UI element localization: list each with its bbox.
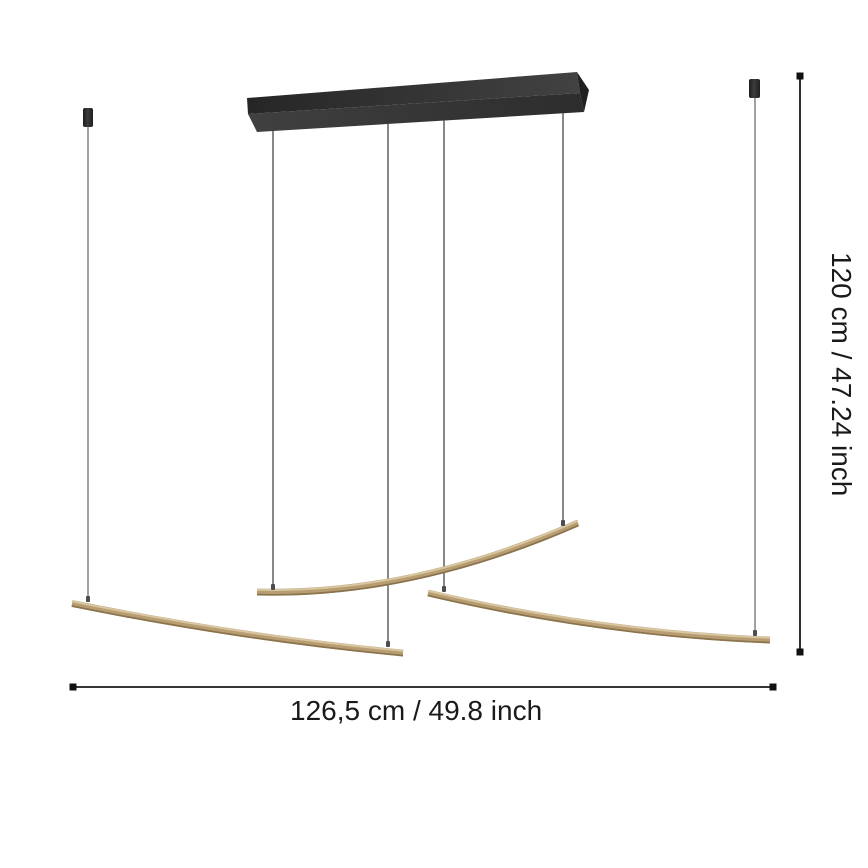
canopy-top-face [247,72,580,114]
dimension-end-square [69,683,77,691]
ceiling-grip-right [749,79,760,98]
connector-knobs [86,520,757,647]
ceiling-canopy [247,72,589,132]
bar-body [427,589,771,644]
dimension-end-square [796,648,804,656]
bar-body [256,519,580,596]
light-bar-middle [256,519,580,596]
bar-shadow [71,605,404,657]
bar-shadow [256,524,579,596]
dimension-end-square [796,72,804,80]
bar-body [71,600,404,657]
connector-knob [86,596,90,602]
canopy-end-cap [577,72,589,112]
bar-shadow [427,594,771,644]
bar-highlight [427,589,771,639]
bar-highlight [71,600,404,652]
width-dimension-label: 126,5 cm / 49.8 inch [290,695,543,726]
light-bar-left [71,600,404,657]
connector-knob [753,630,757,636]
light-bar-right [427,589,771,644]
connector-knob [561,520,565,526]
canopy-front-face [248,93,584,132]
suspension-wires [87,98,756,645]
height-dimension-label: 120 cm / 47.24 inch [826,252,857,497]
ceiling-grip-left [83,108,93,127]
connector-knob [386,641,390,647]
connector-knob [271,584,275,590]
connector-knob [442,586,446,592]
bar-highlight [256,519,579,591]
dimension-end-square [769,683,777,691]
height-dimension [796,72,804,656]
width-dimension [69,683,777,691]
